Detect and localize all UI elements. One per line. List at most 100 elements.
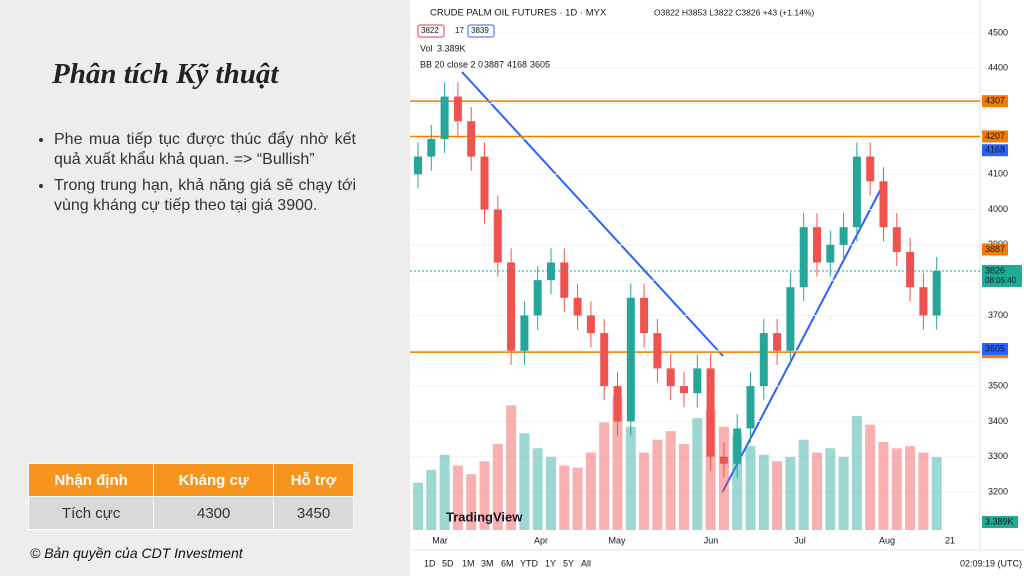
candle-body <box>560 262 569 298</box>
candle-body <box>666 368 675 387</box>
x-tick-label: May <box>608 535 626 545</box>
volume-bar <box>838 456 849 530</box>
bullets: Phe mua tiếp tục được thúc đẩy nhờ kết q… <box>30 130 356 222</box>
candle-body <box>693 368 702 394</box>
candle-body <box>852 156 861 228</box>
bb-value: 4168 <box>507 59 527 69</box>
volume-value: 3.389K <box>437 43 466 53</box>
candle-body <box>879 181 888 228</box>
candle-body <box>839 227 848 245</box>
candle-body <box>507 262 516 351</box>
price-tag <box>982 144 1008 157</box>
price-tag-label: 4168 <box>985 145 1005 155</box>
toolbar-button[interactable]: YTD <box>520 558 539 568</box>
toolbar-button[interactable]: All <box>581 558 591 568</box>
price-tag <box>982 130 1008 143</box>
logo: TradingView <box>446 509 523 524</box>
bb-title: BB 20 close 2 0 <box>420 59 483 69</box>
price-tag-time: 08:05:40 <box>985 276 1017 285</box>
volume-bar <box>931 457 942 530</box>
th: Hỗ trợ <box>273 463 354 497</box>
bb-value: 3605 <box>530 59 550 69</box>
price-tag-label: 3605 <box>985 343 1005 353</box>
quote: 3822 <box>421 26 439 35</box>
volume-bar <box>891 448 902 530</box>
td: 4300 <box>153 496 275 530</box>
volume-bar <box>851 416 862 530</box>
candle-body <box>533 280 542 316</box>
toolbar-button[interactable]: 5D <box>442 558 454 568</box>
th: Kháng cự <box>153 463 275 497</box>
volume-bar <box>905 446 916 530</box>
candle-body <box>613 386 622 422</box>
price-tag-label: 3826 <box>985 265 1005 275</box>
volume-title: Vol <box>420 43 433 53</box>
candle-body <box>600 333 609 387</box>
toolbar-button[interactable]: 1D <box>424 558 436 568</box>
volume-bar <box>519 433 530 530</box>
volume-bar <box>718 426 729 530</box>
footer: © Bản quyền của CDT Investment <box>30 545 243 561</box>
y-tick-label: 3300 <box>988 451 1008 461</box>
volume-bar <box>452 465 463 530</box>
volume-bar <box>865 424 876 530</box>
price-tag-label: 4207 <box>985 131 1005 141</box>
volume-bar <box>506 405 517 530</box>
toolbar-button[interactable]: 1M <box>462 558 475 568</box>
candle-body <box>719 456 728 464</box>
volume-bar <box>878 441 889 530</box>
y-tick-label: 3400 <box>988 416 1008 426</box>
toolbar-button[interactable]: 6M <box>501 558 514 568</box>
candle-body <box>586 315 595 334</box>
price-tag <box>982 95 1008 108</box>
price-tag-label: 4307 <box>985 96 1005 106</box>
y-tick-label: 3200 <box>988 486 1008 496</box>
y-tick-label: 4400 <box>988 63 1008 73</box>
candle-body <box>826 244 835 263</box>
volume-bar <box>426 469 437 530</box>
text-panel: Phân tích Kỹ thuật Phe mua tiếp tục được… <box>0 0 410 576</box>
candle-body <box>932 270 941 316</box>
x-tick-label: 21 <box>945 535 955 545</box>
candle-body <box>906 251 915 288</box>
volume-bar <box>732 435 743 530</box>
chart-title: CRUDE PALM OIL FUTURES · 1D · MYX <box>430 8 607 19</box>
x-tick-label: Apr <box>534 535 548 545</box>
candle-body <box>759 333 768 387</box>
candle-body <box>626 297 635 422</box>
volume-bar <box>559 465 570 530</box>
candle-body <box>467 121 476 157</box>
y-tick-label: 4500 <box>988 27 1008 37</box>
candle-body <box>653 333 662 369</box>
chart: 3200330034003500360037003800390040004100… <box>410 0 1024 576</box>
volume-bar <box>745 446 756 530</box>
toolbar-button[interactable]: 3M <box>481 558 494 568</box>
slide-title: Phân tích Kỹ thuật <box>52 58 279 90</box>
volume-bar <box>758 454 769 530</box>
candle-body <box>733 428 742 464</box>
candle-body <box>640 297 649 334</box>
x-tick-label: Aug <box>879 535 895 545</box>
th: Nhận định <box>27 463 155 497</box>
y-tick-label: 3700 <box>988 310 1008 320</box>
x-tick-label: Mar <box>432 535 448 545</box>
y-tick-label: 4100 <box>988 169 1008 179</box>
volume-bar <box>812 452 822 530</box>
volume-bar <box>625 426 636 530</box>
volume-bar <box>679 444 689 530</box>
volume-bar <box>918 452 929 530</box>
candle-body <box>892 227 901 252</box>
toolbar-button[interactable]: 1Y <box>545 558 556 568</box>
volume-bar <box>479 461 490 530</box>
bb-value: 3887 <box>484 59 504 69</box>
candle-body <box>786 287 795 351</box>
candle-body <box>746 386 755 429</box>
toolbar-button[interactable]: 5Y <box>563 558 574 568</box>
quote-box <box>467 24 495 38</box>
candle-body <box>453 96 462 122</box>
volume-bar <box>692 418 703 530</box>
volume-bar <box>612 396 623 530</box>
candle-body <box>680 386 688 394</box>
volume-bar <box>546 456 556 530</box>
volume-bar <box>798 439 809 530</box>
